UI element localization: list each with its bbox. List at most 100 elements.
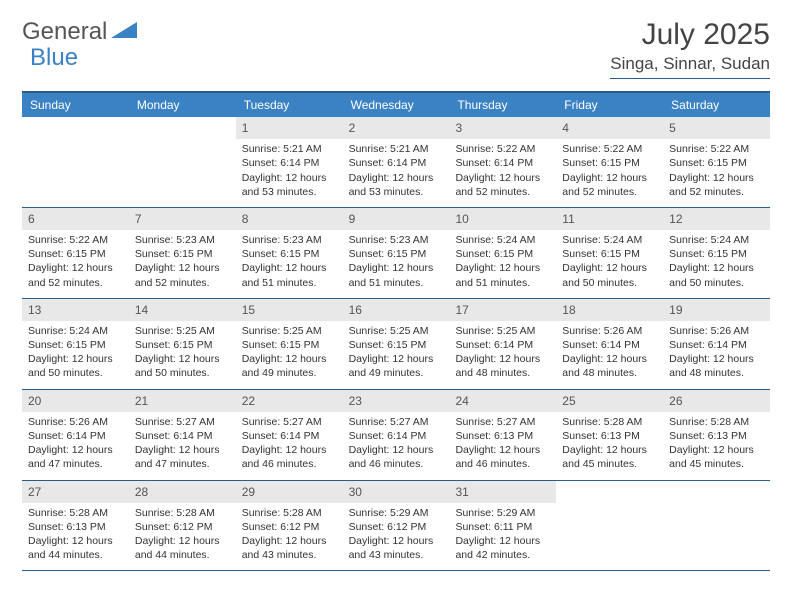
day-info: Sunrise: 5:27 AMSunset: 6:14 PMDaylight:… (242, 415, 337, 472)
day-number: 18 (556, 299, 663, 321)
logo-blue-row: Blue (30, 44, 78, 72)
day-number: 7 (129, 208, 236, 230)
day-cell: 5 Sunrise: 5:22 AMSunset: 6:15 PMDaylight… (663, 117, 770, 207)
day-cell: 25 Sunrise: 5:28 AMSunset: 6:13 PMDayligh… (556, 390, 663, 480)
day-number: 11 (556, 208, 663, 230)
day-header-monday: Monday (129, 93, 236, 117)
day-info: Sunrise: 5:23 AMSunset: 6:15 PMDaylight:… (135, 233, 230, 290)
day-cell: 23Sunrise: 5:27 AMSunset: 6:14 PMDayligh… (343, 390, 450, 480)
day-cell: 7 Sunrise: 5:23 AMSunset: 6:15 PMDaylight… (129, 208, 236, 298)
day-info: Sunrise: 5:21 AMSunset: 6:14 PMDaylight:… (349, 142, 444, 199)
day-number: 1 (236, 117, 343, 139)
day-info: Sunrise: 5:22 AMSunset: 6:15 PMDaylight:… (28, 233, 123, 290)
day-cell: 4 Sunrise: 5:22 AMSunset: 6:15 PMDaylight… (556, 117, 663, 207)
week-row: 1 Sunrise: 5:21 AMSunset: 6:14 PMDaylight… (22, 117, 770, 208)
day-info: Sunrise: 5:25 AMSunset: 6:15 PMDaylight:… (135, 324, 230, 381)
day-number: 21 (129, 390, 236, 412)
day-cell: 24 Sunrise: 5:27 AMSunset: 6:13 PMDayligh… (449, 390, 556, 480)
day-cell: 19 Sunrise: 5:26 AMSunset: 6:14 PMDayligh… (663, 299, 770, 389)
day-info: Sunrise: 5:28 AMSunset: 6:13 PMDaylight:… (669, 415, 764, 472)
day-number: 15 (236, 299, 343, 321)
day-header-row: SundayMondayTuesdayWednesdayThursdayFrid… (22, 93, 770, 117)
day-cell: 27 Sunrise: 5:28 AMSunset: 6:13 PMDayligh… (22, 481, 129, 571)
day-info: Sunrise: 5:26 AMSunset: 6:14 PMDaylight:… (562, 324, 657, 381)
day-info: Sunrise: 5:21 AMSunset: 6:14 PMDaylight:… (242, 142, 337, 199)
day-info: Sunrise: 5:28 AMSunset: 6:12 PMDaylight:… (242, 506, 337, 563)
day-info: Sunrise: 5:25 AMSunset: 6:15 PMDaylight:… (242, 324, 337, 381)
day-cell: 8Sunrise: 5:23 AMSunset: 6:15 PMDaylight… (236, 208, 343, 298)
day-number: 30 (343, 481, 450, 503)
day-number: 14 (129, 299, 236, 321)
day-number: 16 (343, 299, 450, 321)
day-number: 27 (22, 481, 129, 503)
day-cell: 10Sunrise: 5:24 AMSunset: 6:15 PMDayligh… (449, 208, 556, 298)
day-cell: 28Sunrise: 5:28 AMSunset: 6:12 PMDayligh… (129, 481, 236, 571)
day-info: Sunrise: 5:22 AMSunset: 6:14 PMDaylight:… (455, 142, 550, 199)
day-number: 26 (663, 390, 770, 412)
day-cell: 12 Sunrise: 5:24 AMSunset: 6:15 PMDayligh… (663, 208, 770, 298)
day-info: Sunrise: 5:29 AMSunset: 6:12 PMDaylight:… (349, 506, 444, 563)
day-number: 25 (556, 390, 663, 412)
day-number: 19 (663, 299, 770, 321)
day-cell: 15 Sunrise: 5:25 AMSunset: 6:15 PMDayligh… (236, 299, 343, 389)
day-cell: 3Sunrise: 5:22 AMSunset: 6:14 PMDaylight… (449, 117, 556, 207)
day-number: 2 (343, 117, 450, 139)
day-number: 5 (663, 117, 770, 139)
day-info: Sunrise: 5:24 AMSunset: 6:15 PMDaylight:… (28, 324, 123, 381)
day-number: 29 (236, 481, 343, 503)
day-cell: 1 Sunrise: 5:21 AMSunset: 6:14 PMDaylight… (236, 117, 343, 207)
day-info: Sunrise: 5:23 AMSunset: 6:15 PMDaylight:… (349, 233, 444, 290)
day-number: 31 (449, 481, 556, 503)
day-number: 10 (449, 208, 556, 230)
day-number: 23 (343, 390, 450, 412)
day-cell: 26 Sunrise: 5:28 AMSunset: 6:13 PMDayligh… (663, 390, 770, 480)
day-cell: 9 Sunrise: 5:23 AMSunset: 6:15 PMDaylight… (343, 208, 450, 298)
day-info: Sunrise: 5:28 AMSunset: 6:13 PMDaylight:… (28, 506, 123, 563)
day-info: Sunrise: 5:27 AMSunset: 6:13 PMDaylight:… (455, 415, 550, 472)
day-number: 28 (129, 481, 236, 503)
day-info: Sunrise: 5:24 AMSunset: 6:15 PMDaylight:… (669, 233, 764, 290)
day-cell: 16 Sunrise: 5:25 AMSunset: 6:15 PMDayligh… (343, 299, 450, 389)
day-cell: 31 Sunrise: 5:29 AMSunset: 6:11 PMDayligh… (449, 481, 556, 571)
day-number: 6 (22, 208, 129, 230)
week-row: 20 Sunrise: 5:26 AMSunset: 6:14 PMDayligh… (22, 390, 770, 481)
month-title: July 2025 (610, 18, 770, 52)
day-info: Sunrise: 5:23 AMSunset: 6:15 PMDaylight:… (242, 233, 337, 290)
day-cell: 29 Sunrise: 5:28 AMSunset: 6:12 PMDayligh… (236, 481, 343, 571)
day-cell: 11 Sunrise: 5:24 AMSunset: 6:15 PMDayligh… (556, 208, 663, 298)
day-info: Sunrise: 5:25 AMSunset: 6:15 PMDaylight:… (349, 324, 444, 381)
day-number: 24 (449, 390, 556, 412)
day-info: Sunrise: 5:29 AMSunset: 6:11 PMDaylight:… (455, 506, 550, 563)
day-info: Sunrise: 5:27 AMSunset: 6:14 PMDaylight:… (135, 415, 230, 472)
day-header-thursday: Thursday (449, 93, 556, 117)
header: General July 2025 Singa, Sinnar, Sudan (22, 18, 770, 79)
day-header-sunday: Sunday (22, 93, 129, 117)
day-cell (556, 481, 663, 571)
day-cell: 21 Sunrise: 5:27 AMSunset: 6:14 PMDayligh… (129, 390, 236, 480)
day-info: Sunrise: 5:22 AMSunset: 6:15 PMDaylight:… (562, 142, 657, 199)
day-cell: 17Sunrise: 5:25 AMSunset: 6:14 PMDayligh… (449, 299, 556, 389)
day-cell (22, 117, 129, 207)
day-info: Sunrise: 5:28 AMSunset: 6:13 PMDaylight:… (562, 415, 657, 472)
week-row: 6 Sunrise: 5:22 AMSunset: 6:15 PMDaylight… (22, 208, 770, 299)
title-block: July 2025 Singa, Sinnar, Sudan (610, 18, 770, 79)
day-number: 4 (556, 117, 663, 139)
day-info: Sunrise: 5:22 AMSunset: 6:15 PMDaylight:… (669, 142, 764, 199)
day-number: 20 (22, 390, 129, 412)
day-info: Sunrise: 5:26 AMSunset: 6:14 PMDaylight:… (669, 324, 764, 381)
day-cell: 14 Sunrise: 5:25 AMSunset: 6:15 PMDayligh… (129, 299, 236, 389)
logo: General (22, 18, 139, 46)
day-number: 9 (343, 208, 450, 230)
day-header-wednesday: Wednesday (343, 93, 450, 117)
week-row: 13Sunrise: 5:24 AMSunset: 6:15 PMDayligh… (22, 299, 770, 390)
day-number: 17 (449, 299, 556, 321)
day-header-tuesday: Tuesday (236, 93, 343, 117)
day-info: Sunrise: 5:26 AMSunset: 6:14 PMDaylight:… (28, 415, 123, 472)
day-cell (129, 117, 236, 207)
day-info: Sunrise: 5:24 AMSunset: 6:15 PMDaylight:… (562, 233, 657, 290)
day-header-saturday: Saturday (663, 93, 770, 117)
day-number: 12 (663, 208, 770, 230)
location-text: Singa, Sinnar, Sudan (610, 54, 770, 79)
day-cell (663, 481, 770, 571)
day-cell: 2 Sunrise: 5:21 AMSunset: 6:14 PMDaylight… (343, 117, 450, 207)
